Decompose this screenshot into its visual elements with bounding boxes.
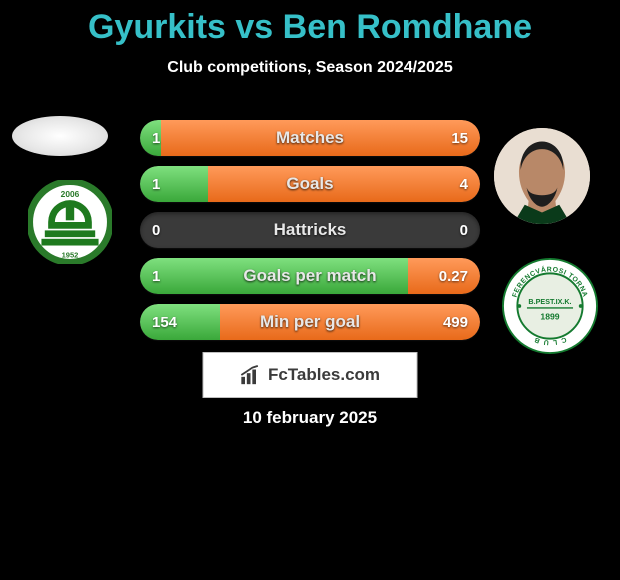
- bar-left: [140, 166, 208, 202]
- club-left-year-top: 2006: [61, 189, 80, 199]
- value-left: 154: [152, 304, 177, 340]
- svg-text:1899: 1899: [540, 311, 559, 321]
- bar-right: [161, 120, 480, 156]
- bar-right: [220, 304, 480, 340]
- page-title: Gyurkits vs Ben Romdhane: [0, 0, 620, 47]
- value-left: 0: [152, 212, 160, 248]
- player-photo-right: [494, 128, 590, 224]
- value-right: 499: [443, 304, 468, 340]
- subtitle: Club competitions, Season 2024/2025: [0, 59, 620, 77]
- club-badge-left: 2006 1952: [28, 180, 112, 264]
- value-right: 15: [451, 120, 468, 156]
- stats-area: 1 15 Matches 1 4 Goals 0 0 Hattricks 1 0…: [140, 120, 480, 350]
- stat-row-goals: 1 4 Goals: [140, 166, 480, 202]
- stat-row-min-per-goal: 154 499 Min per goal: [140, 304, 480, 340]
- bar-right: [208, 166, 480, 202]
- stat-row-matches: 1 15 Matches: [140, 120, 480, 156]
- svg-text:B.PEST.IX.K.: B.PEST.IX.K.: [528, 297, 571, 306]
- brand-label: FcTables.com: [268, 365, 380, 385]
- bars-icon: [240, 364, 262, 386]
- value-right: 4: [460, 166, 468, 202]
- player-photo-left: [12, 116, 108, 156]
- value-right: 0.27: [439, 258, 468, 294]
- stat-row-goals-per-match: 1 0.27 Goals per match: [140, 258, 480, 294]
- comparison-infographic: Gyurkits vs Ben Romdhane Club competitio…: [0, 0, 620, 580]
- club-badge-right: FERENCVÁROSI TORNA C L U B B.PEST.IX.K. …: [502, 258, 598, 354]
- bar-left: [140, 258, 408, 294]
- club-left-year-bottom: 1952: [62, 250, 79, 259]
- stat-label: Hattricks: [140, 212, 480, 248]
- value-right: 0: [460, 212, 468, 248]
- date-line: 10 february 2025: [0, 408, 620, 428]
- brand-box: FcTables.com: [203, 352, 418, 398]
- value-left: 1: [152, 258, 160, 294]
- value-left: 1: [152, 120, 160, 156]
- stat-row-hattricks: 0 0 Hattricks: [140, 212, 480, 248]
- value-left: 1: [152, 166, 160, 202]
